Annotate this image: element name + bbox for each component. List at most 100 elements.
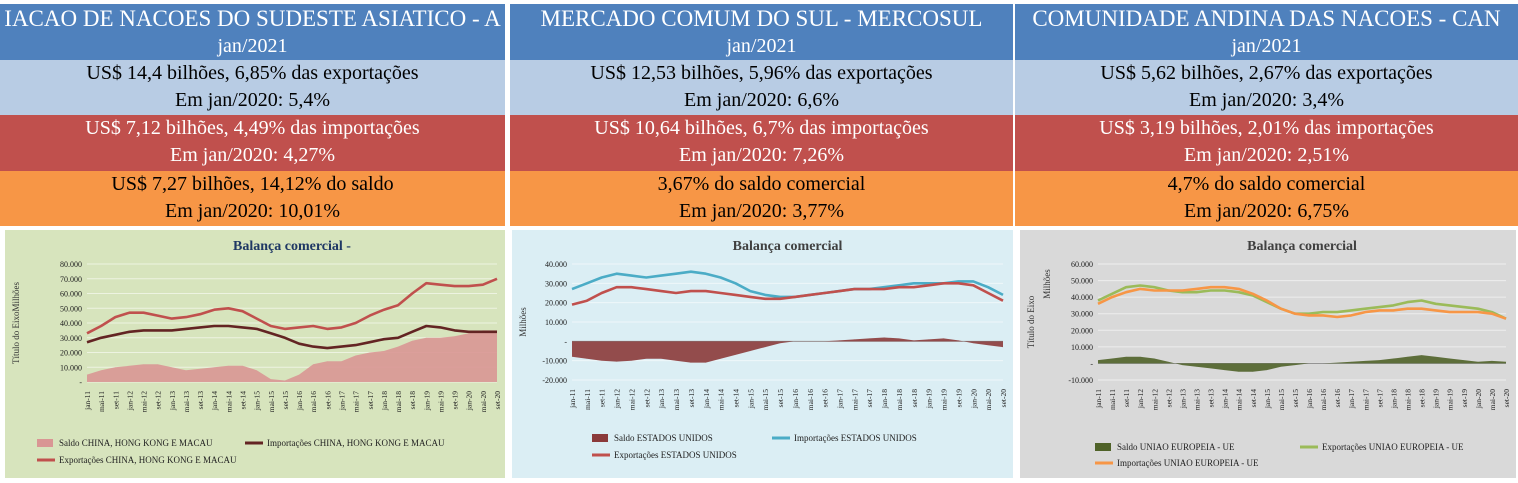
imports-row: US$ 3,19 bilhões, 2,01% das importações … [1015,115,1518,171]
x-tick-label: set-15 [281,391,290,410]
y-axis-unit-label: Milhões [1042,269,1052,299]
x-tick-label: mai-18 [394,391,403,412]
panel-header: COMUNIDADE ANDINA DAS NACOES - CAN jan/2… [1015,4,1518,60]
balance-value: US$ 7,27 bilhões, 14,12% do saldo [0,171,505,198]
x-tick-label: set-12 [1164,389,1173,408]
balance-row: 4,7% do saldo comercial Em jan/2020: 6,7… [1015,171,1518,226]
legend-label: Exportações UNIAO EUROPEIA - UE [1322,442,1464,452]
x-tick-label: set-17 [865,389,874,408]
y-tick-label: -10.000 [542,357,567,366]
y-tick-label: 10.000 [545,318,567,327]
x-tick-label: set-18 [910,389,919,408]
x-tick-label: set-20 [493,391,502,410]
exports-previous: Em jan/2020: 3,4% [1015,87,1518,114]
x-tick-label: jan-16 [1305,389,1314,409]
x-tick-label: mai-11 [583,389,592,410]
x-tick-label: set-11 [111,391,120,409]
y-tick-label: 40.000 [1071,293,1093,302]
x-tick-label: jan-19 [925,389,934,409]
exports-row: US$ 12,53 bilhões, 5,96% das exportações… [510,60,1013,115]
balance-previous: Em jan/2020: 6,75% [1015,198,1518,225]
x-tick-label: set-14 [239,391,248,410]
y-axis-label: Título do Eixo [1026,295,1036,348]
exports-row: US$ 14,4 bilhões, 6,85% das exportações … [0,60,505,115]
exports-row: US$ 5,62 bilhões, 2,67% das exportações … [1015,60,1518,115]
y-tick-label: - [79,378,82,387]
imports-previous: Em jan/2020: 7,26% [510,142,1013,169]
exports-value: US$ 5,62 bilhões, 2,67% das exportações [1015,60,1518,87]
x-tick-label: jan-18 [380,391,389,411]
x-tick-label: mai-20 [479,391,488,412]
x-tick-label: mai-15 [1277,389,1286,410]
x-tick-label: jan-20 [969,389,978,409]
legend-swatch [1095,443,1111,451]
x-tick-label: jan-12 [1136,389,1145,409]
x-tick-label: mai-18 [1404,389,1413,410]
imports-value: US$ 3,19 bilhões, 2,01% das importações [1015,115,1518,142]
legend-label: Importações CHINA, HONG KONG E MACAU [267,438,445,448]
x-tick-label: jan-15 [1263,389,1272,409]
x-tick-label: mai-12 [627,389,636,410]
panel-can: COMUNIDADE ANDINA DAS NACOES - CAN jan/2… [1015,0,1518,478]
x-tick-label: jan-13 [657,389,666,409]
x-tick-label: jan-17 [836,389,845,409]
x-tick-label: set-19 [451,391,460,410]
imports-value: US$ 7,12 bilhões, 4,49% das importações [0,115,505,142]
x-tick-label: set-13 [1207,389,1216,408]
x-tick-label: mai-12 [140,391,149,412]
y-tick-label: 70.000 [60,275,82,284]
x-tick-label: mai-13 [1192,389,1201,410]
legend-label: Exportações ESTADOS UNIDOS [614,450,737,460]
x-tick-label: mai-17 [1361,389,1370,410]
y-tick-label: 50.000 [1071,277,1093,286]
trade-balance-chart: Balança comercial -Título do EixoMilhões… [5,230,505,478]
x-tick-label: mai-16 [806,389,815,410]
x-tick-label: jan-19 [422,391,431,411]
balance-previous: Em jan/2020: 3,77% [510,198,1013,225]
exports-value: US$ 14,4 bilhões, 6,85% das exportações [0,60,505,87]
block-name: MERCADO COMUM DO SUL - MERCOSUL [510,4,1013,34]
x-tick-label: set-16 [323,391,332,410]
y-tick-label: 40.000 [60,319,82,328]
balance-value: 3,67% do saldo comercial [510,171,1013,198]
legend-label: Exportações CHINA, HONG KONG E MACAU [59,455,237,465]
x-tick-label: set-20 [1502,389,1511,408]
imports-row: US$ 10,64 bilhões, 6,7% das importações … [510,115,1013,171]
panel-asean: IACAO DE NACOES DO SUDESTE ASIATICO - A … [0,0,505,478]
x-tick-label: set-19 [1460,389,1469,408]
reference-date: jan/2021 [510,34,1013,58]
y-tick-label: 10.000 [1071,343,1093,352]
x-tick-label: jan-12 [613,389,622,409]
x-tick-label: mai-14 [1235,389,1244,410]
x-tick-label: mai-11 [1108,389,1117,410]
x-tick-label: set-14 [731,389,740,408]
balance-row: US$ 7,27 bilhões, 14,12% do saldo Em jan… [0,171,505,226]
x-tick-label: mai-14 [717,389,726,410]
x-tick-label: jan-14 [210,391,219,411]
x-tick-label: jan-11 [83,391,92,411]
legend-swatch [37,439,53,447]
x-tick-label: mai-16 [309,391,318,412]
legend-label: Importações ESTADOS UNIDOS [794,433,917,443]
x-tick-label: jan-16 [791,389,800,409]
x-tick-label: mai-12 [1150,389,1159,410]
chart-svg: Balança comercialMilhões-20.000-10.000-1… [512,230,1013,478]
chart-title: Balança comercial [733,239,843,254]
x-tick-label: set-16 [821,389,830,408]
x-tick-label: jan-14 [702,389,711,409]
x-tick-label: set-13 [687,389,696,408]
reference-date: jan/2021 [1015,34,1518,58]
balance-previous: Em jan/2020: 10,01% [0,198,505,225]
block-name: IACAO DE NACOES DO SUDESTE ASIATICO - A [0,4,505,34]
legend-label: Saldo UNIAO EUROPEIA - UE [1117,442,1235,452]
x-tick-label: set-13 [196,391,205,410]
x-tick-label: set-11 [1122,389,1131,407]
y-tick-label: 10.000 [60,363,82,372]
x-tick-label: mai-17 [850,389,859,410]
x-tick-label: mai-11 [97,391,106,412]
y-tick-label: -10.000 [1068,376,1093,385]
balance-row: 3,67% do saldo comercial Em jan/2020: 3,… [510,171,1013,226]
